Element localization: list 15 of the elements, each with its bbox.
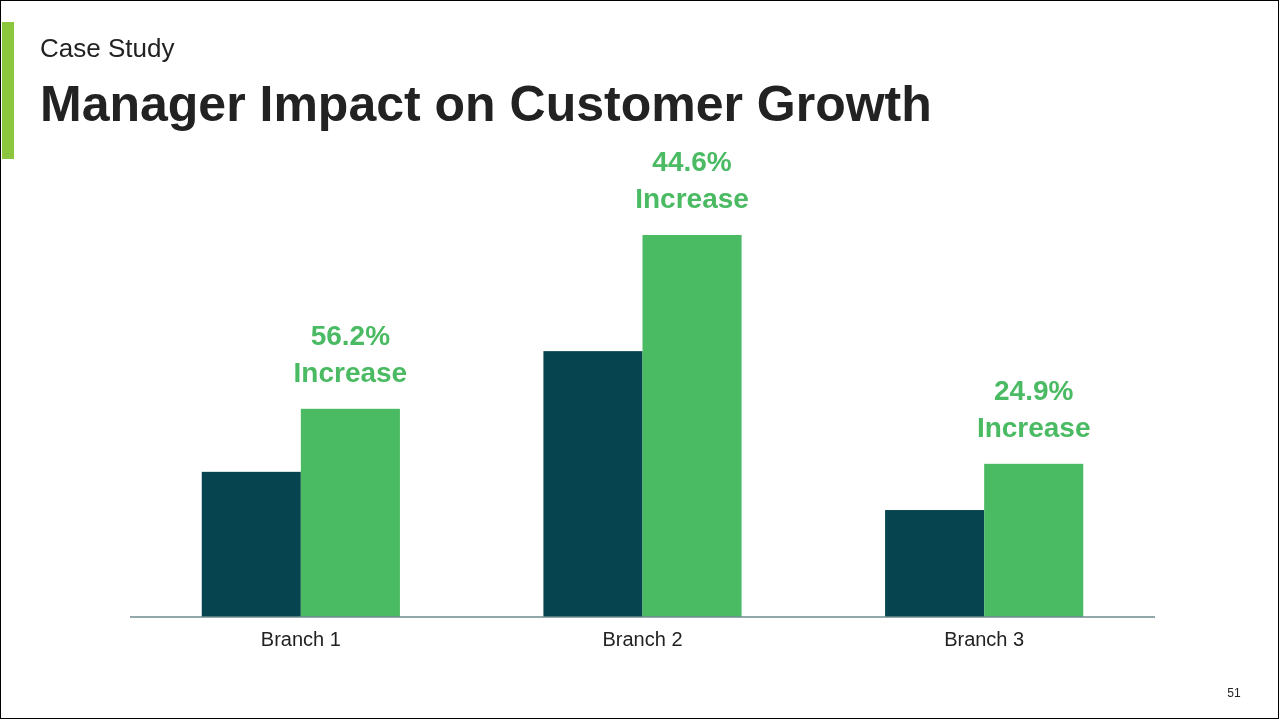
x-tick-label: Branch 2 [602, 628, 683, 650]
chart-title: Manager Impact on Customer Growth [40, 76, 932, 132]
bar [885, 510, 985, 617]
text: 51 [1227, 686, 1241, 700]
x-tick-label: Branch 3 [944, 628, 1025, 650]
chart-subtitle: Case Study [40, 33, 175, 63]
bar [984, 463, 1084, 617]
x-tick-label: Branch 1 [260, 628, 341, 650]
annotation: 24.9% Increase [976, 374, 1091, 443]
bar [543, 351, 643, 617]
bar [642, 235, 742, 617]
bar [300, 408, 400, 617]
annotation: 44.6% Increase [635, 146, 749, 214]
bar [201, 471, 301, 617]
annotation: 56.2% Increase [293, 319, 408, 388]
